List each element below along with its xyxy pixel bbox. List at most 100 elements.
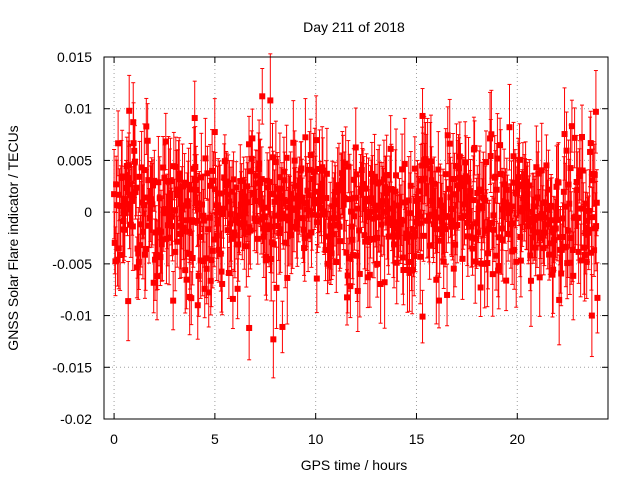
data-point [425, 217, 432, 224]
data-point [490, 212, 497, 219]
data-point [115, 245, 122, 252]
data-point [141, 251, 148, 258]
data-point [183, 276, 190, 283]
data-point [425, 213, 432, 220]
data-point [143, 123, 150, 130]
data-point [309, 211, 316, 218]
data-point [157, 254, 164, 261]
data-point [466, 193, 473, 200]
data-point [419, 112, 426, 119]
data-point [438, 218, 445, 225]
data-point [303, 200, 310, 207]
data-point [522, 178, 529, 185]
data-point [111, 239, 118, 246]
data-point [192, 176, 199, 183]
data-point [454, 222, 461, 229]
data-point [244, 183, 251, 190]
data-point [240, 193, 247, 200]
data-point [128, 192, 135, 199]
data-point [149, 201, 156, 208]
data-point [400, 267, 407, 274]
data-point [271, 198, 278, 205]
data-point [449, 217, 456, 224]
data-point [315, 200, 322, 207]
data-point [581, 244, 588, 251]
data-point [186, 293, 193, 300]
data-point [204, 170, 211, 177]
data-point [506, 124, 513, 131]
data-point [457, 175, 464, 182]
data-point [125, 298, 132, 305]
data-point [124, 201, 131, 208]
data-point [533, 164, 540, 171]
x-tick-label: 0 [110, 431, 118, 447]
data-point [254, 235, 261, 242]
data-point [517, 257, 524, 264]
data-point [308, 229, 315, 236]
data-point [411, 253, 418, 260]
data-point [263, 253, 270, 260]
data-point [174, 186, 181, 193]
data-point [549, 271, 556, 278]
data-point [493, 252, 500, 259]
data-point [295, 203, 302, 210]
data-point [465, 178, 472, 185]
data-point [133, 264, 140, 271]
data-point [364, 235, 371, 242]
data-point [156, 195, 163, 202]
data-point [322, 246, 329, 253]
data-point [432, 209, 439, 216]
data-point [501, 181, 508, 188]
data-point [355, 205, 362, 212]
data-point [176, 176, 183, 183]
data-point [270, 191, 277, 198]
data-point [395, 225, 402, 232]
data-point [344, 294, 351, 301]
data-point [155, 179, 162, 186]
data-point [136, 173, 143, 180]
data-point [231, 232, 238, 239]
data-point [513, 190, 520, 197]
data-point [564, 227, 571, 234]
data-point [297, 198, 304, 205]
data-point [424, 159, 431, 166]
y-axis-label: GNSS Solar Flare indicator / TECUs [5, 125, 21, 350]
data-point [544, 206, 551, 213]
data-point [544, 221, 551, 228]
data-point [592, 108, 599, 115]
data-point [532, 244, 539, 251]
data-point [497, 171, 504, 178]
data-point [376, 179, 383, 186]
data-point [518, 208, 525, 215]
data-point [591, 247, 598, 254]
data-point [417, 253, 424, 260]
data-point [360, 185, 367, 192]
data-point [368, 195, 375, 202]
data-point [158, 228, 165, 235]
data-point [186, 250, 193, 257]
data-point [125, 175, 132, 182]
data-point [391, 219, 398, 226]
data-point [583, 200, 590, 207]
data-point [560, 215, 567, 222]
data-point [342, 160, 349, 167]
data-point [191, 115, 198, 122]
data-point [356, 227, 363, 234]
x-tick-label: 15 [409, 431, 425, 447]
data-point [265, 184, 272, 191]
data-point [114, 256, 121, 263]
data-point [286, 217, 293, 224]
data-point [509, 220, 516, 227]
data-point [151, 177, 158, 184]
data-point [255, 166, 262, 173]
plot-frame [103, 56, 609, 420]
data-point [309, 176, 316, 183]
data-point [573, 178, 580, 185]
data-point [346, 196, 353, 203]
data-point [387, 145, 394, 152]
data-point [411, 165, 418, 172]
data-point [477, 284, 484, 291]
data-point [548, 203, 555, 210]
data-point [374, 260, 381, 267]
data-point [328, 250, 335, 257]
